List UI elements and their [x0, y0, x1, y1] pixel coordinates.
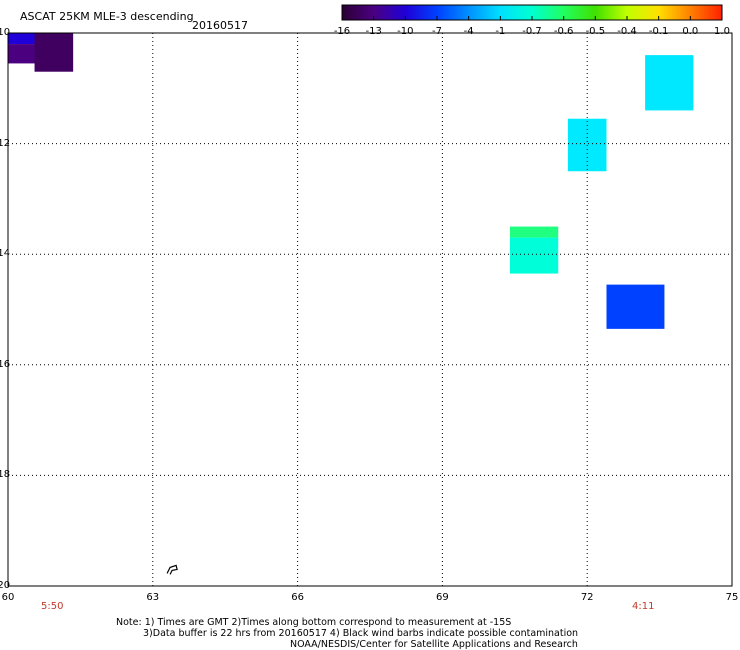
time-right: 4:11 — [632, 601, 655, 612]
y-tick-label: -20 — [0, 580, 11, 591]
y-tick-label: -16 — [0, 358, 11, 370]
note-line-3: NOAA/NESDIS/Center for Satellite Applica… — [290, 639, 578, 650]
plot-frame — [7, 32, 733, 587]
data-cell-7 — [606, 284, 665, 329]
note-line-2: 3)Data buffer is 22 hrs from 20160517 4)… — [143, 628, 579, 639]
colorbar-label: -16 — [333, 26, 351, 37]
colorbar-label: -0.4 — [617, 26, 637, 37]
colorbar — [341, 4, 723, 21]
x-tick-label: 66 — [291, 592, 304, 603]
colorbar-label: -7 — [432, 26, 442, 37]
note-line-1: Note: 1) Times are GMT 2)Times along bot… — [116, 617, 512, 628]
data-cell-2 — [34, 33, 74, 72]
x-tick-label: 69 — [436, 592, 449, 603]
colorbar-label: -0.1 — [648, 26, 669, 37]
wind-barb-mark — [166, 564, 178, 575]
x-tick-label: 75 — [725, 592, 739, 603]
grid-lines — [8, 33, 732, 586]
colorbar-label: -0.5 — [585, 26, 606, 37]
data-cells — [8, 33, 694, 329]
colorbar-label: -1 — [495, 26, 506, 37]
data-cell-3 — [645, 55, 694, 111]
x-tick-label: 72 — [580, 592, 594, 603]
wind-barb — [166, 564, 178, 575]
y-tick-label: -12 — [0, 137, 11, 149]
y-tick-label: -18 — [0, 469, 11, 481]
colorbar-label: 0.0 — [682, 26, 699, 37]
colorbar-label: -4 — [463, 26, 474, 37]
colorbar-label: 1.0 — [714, 26, 730, 37]
chart-title: ASCAT 25KM MLE-3 descending — [20, 10, 194, 23]
x-tick-label: 63 — [146, 592, 160, 603]
chart-date: 20160517 — [192, 19, 248, 32]
x-tick-label: 60 — [1, 592, 15, 603]
data-cell-4 — [567, 118, 607, 172]
data-cell-0 — [8, 33, 52, 45]
data-cell-5 — [509, 226, 559, 238]
y-tick-label: -10 — [0, 27, 11, 38]
y-tick-label: -14 — [0, 248, 11, 260]
colorbar-label: -0.6 — [553, 26, 574, 37]
colorbar-label: -10 — [397, 26, 414, 37]
colorbar-label: -0.7 — [522, 26, 542, 37]
time-left: 5:50 — [41, 601, 64, 612]
colorbar-label: -13 — [365, 26, 382, 37]
data-cell-6 — [509, 237, 559, 274]
